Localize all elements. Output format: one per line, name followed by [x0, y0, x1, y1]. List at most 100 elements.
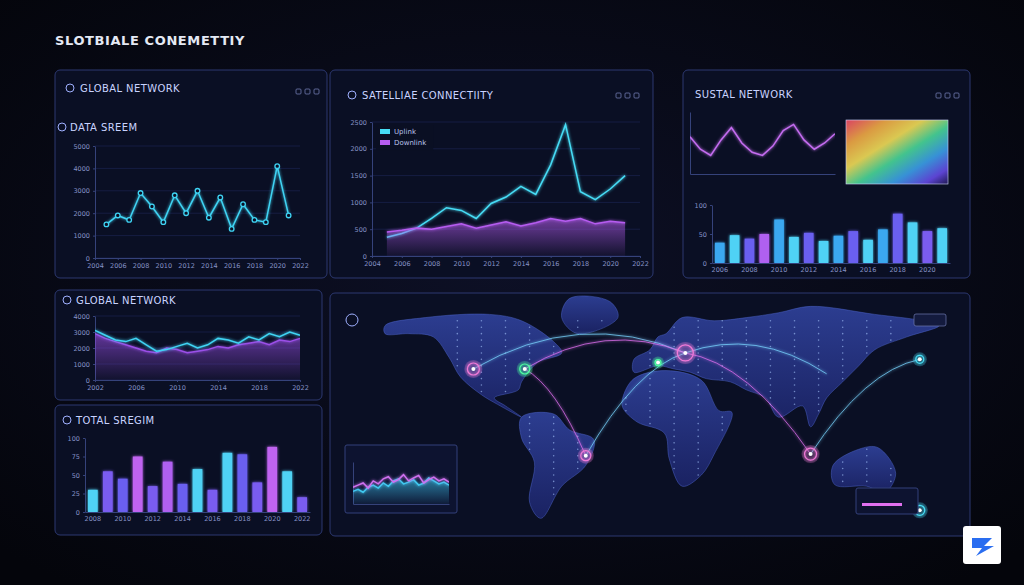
- city-light: [505, 346, 507, 348]
- panel-title: SATELLIAE CONNECTIITY: [362, 90, 494, 101]
- city-light: [818, 346, 820, 348]
- tick-label: 2020: [264, 515, 281, 523]
- marker: [172, 193, 177, 198]
- line: [387, 218, 625, 231]
- city-light: [529, 352, 531, 354]
- city-light: [505, 326, 507, 328]
- city-light: [842, 461, 844, 463]
- legend-swatch: [380, 129, 390, 134]
- grid-line: [95, 235, 300, 236]
- city-light: [697, 404, 699, 406]
- x-tick: 2010: [454, 256, 471, 268]
- axis-line: [712, 206, 713, 264]
- node-halo: [517, 361, 533, 377]
- city-light: [794, 378, 796, 380]
- y-tick: 0: [76, 509, 85, 517]
- tick-mark: [118, 258, 119, 260]
- tick-label: 3000: [73, 329, 90, 337]
- map-widget: [856, 488, 918, 514]
- city-light: [866, 346, 868, 348]
- city-light: [673, 391, 675, 393]
- x-axis: [354, 504, 450, 505]
- title-icon: [58, 123, 66, 131]
- city-light: [481, 339, 483, 341]
- x-tick: 2016: [860, 266, 877, 274]
- marker: [127, 218, 132, 223]
- x-tick: 2020: [264, 515, 281, 523]
- panel-icon: [305, 89, 310, 94]
- y-axis: 050100: [695, 202, 713, 268]
- city-light: [481, 346, 483, 348]
- city-light: [697, 359, 699, 361]
- chart: [690, 113, 836, 175]
- tick-mark: [93, 332, 95, 333]
- city-light: [577, 326, 579, 328]
- city-light: [649, 423, 651, 425]
- node-halo: [674, 342, 696, 364]
- bar: [223, 453, 233, 512]
- panel-icon: [296, 89, 301, 94]
- map-icon: [346, 314, 358, 326]
- city-light: [818, 339, 820, 341]
- city-light: [770, 346, 772, 348]
- city-light: [553, 455, 555, 457]
- line: [353, 475, 449, 488]
- bar: [878, 229, 888, 263]
- city-light: [842, 352, 844, 354]
- city-light: [866, 333, 868, 335]
- continent: [384, 314, 562, 417]
- grid-line: [95, 168, 300, 169]
- tick-label: 2006: [110, 262, 127, 270]
- y-tick: 75: [72, 453, 85, 461]
- x-tick: 2006: [394, 256, 411, 268]
- city-light: [746, 359, 748, 361]
- connection: [473, 334, 685, 369]
- city-light: [673, 448, 675, 450]
- x-tick: 2018: [247, 258, 264, 270]
- city-light: [481, 391, 483, 393]
- line: [387, 125, 625, 238]
- tick-label: 2022: [632, 260, 649, 268]
- area: [95, 334, 300, 380]
- tick-mark: [432, 256, 433, 258]
- tick-label: 2006: [394, 260, 411, 268]
- city-light: [818, 378, 820, 380]
- tick-mark: [300, 380, 301, 382]
- x-tick: 2006: [712, 266, 729, 274]
- tick-mark: [370, 122, 372, 123]
- city-light: [697, 448, 699, 450]
- tick-label: 2014: [201, 262, 218, 270]
- city-light: [818, 333, 820, 335]
- x-tick: 2006: [128, 380, 145, 392]
- city-light: [842, 346, 844, 348]
- city-light: [457, 339, 459, 341]
- city-light: [866, 339, 868, 341]
- tick-mark: [93, 348, 95, 349]
- city-light: [746, 352, 748, 354]
- city-light: [794, 326, 796, 328]
- city-light: [577, 320, 579, 322]
- marks: [95, 330, 300, 380]
- city-light: [866, 448, 868, 450]
- x-axis: 2004200620082010201220142016201820202022: [364, 256, 649, 268]
- city-light: [649, 397, 651, 399]
- city-light: [890, 333, 892, 335]
- tick-mark: [93, 236, 95, 237]
- grid-line: [372, 122, 640, 123]
- city-light: [794, 339, 796, 341]
- bar: [937, 228, 947, 263]
- tick-label: 2008: [85, 515, 102, 523]
- city-light: [697, 391, 699, 393]
- continent: [831, 446, 895, 492]
- city-light: [673, 468, 675, 470]
- tick-mark: [141, 258, 142, 260]
- tick-mark: [83, 494, 85, 495]
- tick-label: 2004: [364, 260, 381, 268]
- city-light: [818, 320, 820, 322]
- tick-label: 2006: [712, 266, 729, 274]
- city-light: [673, 416, 675, 418]
- city-light: [505, 391, 507, 393]
- logo: [963, 526, 1001, 564]
- panel: [55, 405, 322, 535]
- city-light: [818, 359, 820, 361]
